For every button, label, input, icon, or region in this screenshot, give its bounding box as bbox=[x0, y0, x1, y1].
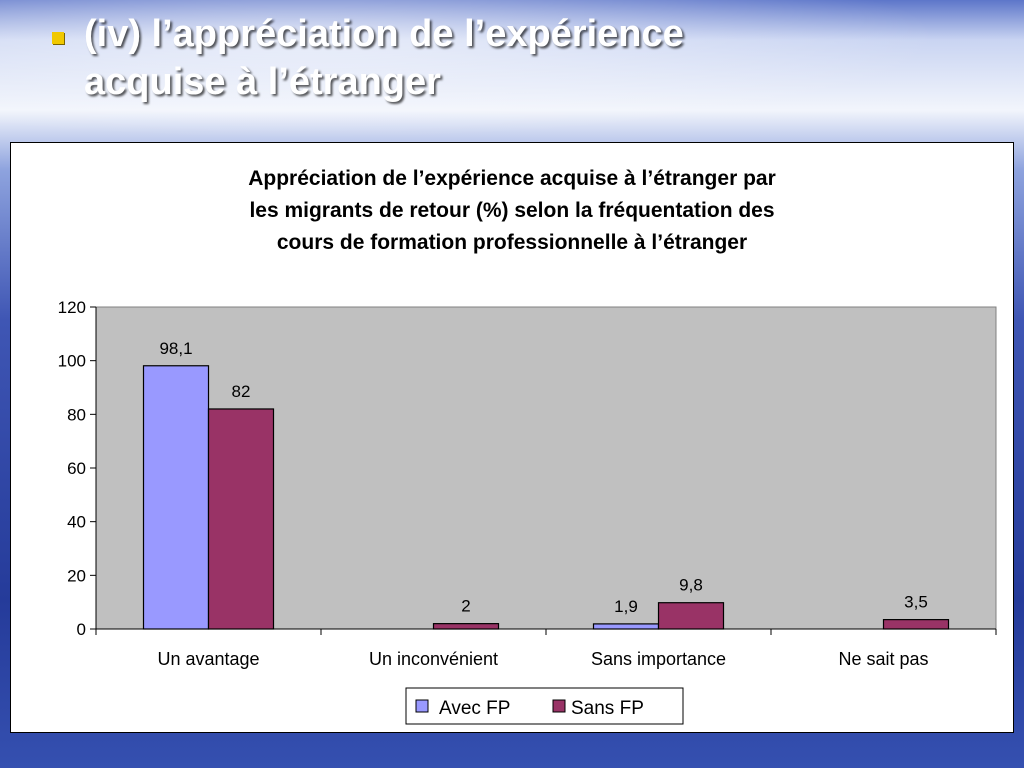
y-tick-label: 80 bbox=[67, 405, 86, 424]
data-label: 82 bbox=[232, 382, 251, 401]
data-label: 2 bbox=[461, 597, 470, 616]
bullet-icon bbox=[52, 32, 64, 44]
data-label: 98,1 bbox=[159, 339, 192, 358]
slide-title-line-1: (iv) l’appréciation de l’expérience bbox=[84, 13, 684, 55]
bar-avec-fp bbox=[592, 623, 660, 630]
y-tick-label: 40 bbox=[67, 513, 86, 532]
chart-title-line: cours de formation professionnelle à l’é… bbox=[277, 231, 747, 254]
x-category-label: Ne sait pas bbox=[838, 649, 928, 669]
data-label: 9,8 bbox=[679, 576, 703, 595]
y-axis: 0 20 40 60 80 100 120 bbox=[58, 298, 97, 639]
data-labels: 98,1 1,9 82 2 9,8 3,5 bbox=[159, 339, 927, 616]
bar-chart: Appréciation de l’expérience acquise à l… bbox=[58, 167, 997, 725]
legend-swatch-avec-fp bbox=[415, 699, 429, 713]
slide-title-text: (iv) l’appréciation de l’expérience acqu… bbox=[84, 10, 684, 106]
slide-title-line-2: acquise à l’étranger bbox=[84, 61, 441, 103]
x-axis: Un avantage Un inconvénient Sans importanc… bbox=[95, 628, 997, 669]
x-category-label: Sans importance bbox=[591, 649, 726, 669]
chart-title: Appréciation de l’expérience acquise à l… bbox=[248, 167, 776, 254]
y-tick-label: 20 bbox=[67, 566, 86, 585]
x-category-label: Un inconvénient bbox=[369, 649, 498, 669]
y-tick-label: 120 bbox=[58, 298, 86, 317]
legend-box bbox=[405, 687, 684, 725]
legend-label: Avec FP bbox=[439, 698, 510, 719]
slide-title: (iv) l’appréciation de l’expérience acqu… bbox=[52, 10, 952, 106]
legend-label: Sans FP bbox=[571, 698, 644, 719]
bar-sans-fp bbox=[432, 623, 500, 630]
y-tick-label: 60 bbox=[67, 459, 86, 478]
legend-swatch-sans-fp bbox=[552, 699, 566, 713]
bar-avec-fp bbox=[142, 365, 210, 630]
bar-sans-fp bbox=[882, 619, 950, 630]
bar-sans-fp bbox=[657, 602, 725, 630]
y-tick-label: 100 bbox=[58, 352, 86, 371]
chart-title-line: les migrants de retour (%) selon la fréq… bbox=[249, 199, 774, 222]
data-label: 3,5 bbox=[904, 593, 928, 612]
chart-title-line: Appréciation de l’expérience acquise à l… bbox=[248, 167, 776, 190]
data-label: 1,9 bbox=[614, 597, 638, 616]
chart-frame: Appréciation de l’expérience acquise à l… bbox=[10, 142, 1014, 733]
x-category-label: Un avantage bbox=[157, 649, 259, 669]
bar-sans-fp bbox=[207, 408, 275, 630]
bars bbox=[142, 365, 950, 630]
legend: Avec FP Sans FP bbox=[405, 687, 684, 725]
y-tick-label: 0 bbox=[77, 620, 86, 639]
